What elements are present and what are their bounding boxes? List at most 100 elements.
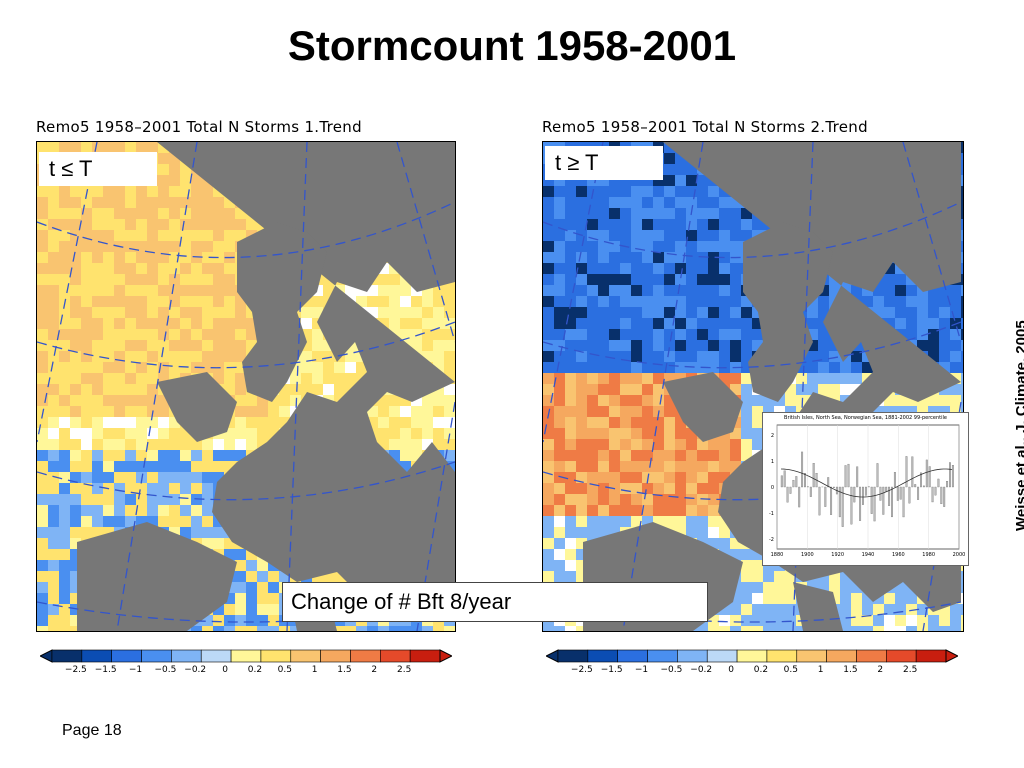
colorbar-segment (171, 649, 202, 663)
colorbar-segment (557, 649, 589, 663)
colorbar-tick-label: −1 (634, 665, 649, 675)
inset-bar (899, 486, 902, 500)
inset-y-tick: 1 (771, 459, 774, 465)
inset-plot: 1880 1900 1920 1940 1960 1980 2000 2 1 0 -1 -2 (769, 424, 965, 558)
inset-bar (928, 466, 931, 488)
inset-bar (917, 486, 920, 500)
inset-bar (838, 486, 841, 518)
inset-bar (873, 486, 876, 522)
colorbar-tick-label: −2.5 (570, 665, 593, 675)
inset-bar (911, 456, 914, 488)
colorbar-tick-label: 0.5 (277, 665, 292, 675)
colorbar-tick-label: −1.5 (94, 665, 117, 675)
colorbar-tick-label: 2.5 (902, 665, 918, 675)
colorbar-tick-label: −0.2 (690, 665, 713, 675)
colorbar-tick-label: −1 (128, 665, 143, 675)
inset-bar (827, 477, 830, 488)
colorbar-segment (886, 649, 917, 663)
inset-bar (893, 472, 896, 488)
inset-bar (809, 486, 812, 497)
inset-bar (914, 484, 917, 488)
map-left-label: t ≤ T (39, 152, 157, 186)
colorbar-tick-label: 0 (728, 665, 734, 675)
colorbar-segment (736, 649, 768, 663)
inset-bar (812, 463, 815, 488)
inset-title: British Isles, North Sea, Norwegian Sea,… (784, 415, 947, 421)
colorbar-tick-label: 2.5 (396, 665, 412, 675)
inset-bar (850, 486, 853, 525)
inset-bar (920, 472, 922, 488)
citation: Weisse et al., J. Climate, 2005 (1013, 320, 1024, 531)
inset-bar (853, 486, 856, 503)
colorbar-right-scale (546, 649, 958, 663)
colorbar-segment (81, 649, 112, 663)
colorbar-segment (350, 649, 381, 663)
inset-bar (951, 465, 954, 488)
inset-bar (847, 463, 850, 488)
inset-timeseries: British Isles, North Sea, Norwegian Sea,… (762, 412, 969, 566)
inset-bar (937, 478, 940, 488)
inset-x-tick: 1960 (892, 552, 905, 558)
inset-bar (888, 486, 891, 506)
inset-bar (934, 486, 937, 496)
colorbar-tick-label: 1 (311, 665, 318, 675)
colorbar-segment (141, 649, 172, 663)
colorbar-segment (587, 649, 618, 663)
inset-bar (862, 486, 864, 505)
inset-bar (804, 473, 806, 488)
inset-bar (783, 470, 786, 488)
colorbar-segment (111, 649, 142, 663)
inset-bar (789, 486, 792, 494)
inset-bar (841, 486, 844, 527)
colorbar-tick-label: 0 (222, 665, 228, 675)
inset-bar (818, 486, 821, 516)
map-left: t ≤ T (36, 141, 456, 632)
inset-bar (864, 486, 867, 496)
inset-bar (882, 486, 885, 515)
colorbar-tick-label: 1.5 (843, 665, 858, 675)
inset-bar (905, 456, 908, 488)
inset-bar (943, 486, 946, 507)
inset-x-tick: 1920 (831, 552, 844, 558)
colorbar-tick-label: 2 (877, 665, 884, 675)
inset-bar (844, 465, 847, 488)
inset-bar (870, 486, 873, 514)
inset-bar (833, 486, 835, 488)
inset-bar (792, 479, 795, 488)
inset-bar (798, 486, 801, 508)
colorbar-tick-label: −1.5 (600, 665, 623, 675)
inset-y-tick: -1 (769, 511, 774, 517)
inset-bar (830, 486, 833, 515)
inset-bar (949, 462, 951, 488)
colorbar-tick-label: 0.2 (247, 665, 263, 675)
map-right-label: t ≥ T (545, 146, 663, 180)
inset-bar (786, 486, 789, 503)
inset-bar (925, 459, 928, 488)
colorbar-segment (51, 649, 83, 663)
inset-bar (908, 486, 911, 504)
colorbar-segment (915, 649, 947, 663)
colorbar-arrow-right (945, 649, 958, 663)
colorbar-arrow-left (546, 649, 559, 663)
inset-bar (922, 485, 925, 488)
colorbar-tick-label: 0.5 (783, 665, 798, 675)
inset-y-tick: 0 (771, 485, 774, 491)
colorbar-right-ticks: −2.5 −1.5 −1 −0.5 −0.2 0 0.2 0.5 1 1.5 2 2.5 (546, 665, 958, 679)
colorbar-tick-label: 0.2 (753, 665, 769, 675)
colorbar-right: −2.5 −1.5 −1 −0.5 −0.2 0 0.2 0.5 1 1.5 2 2.5 (546, 649, 958, 683)
inset-bar (856, 466, 859, 488)
colorbar-tick-label: 1 (817, 665, 824, 675)
map-right-title: Remo5 1958–2001 Total N Storms 2.Trend (542, 118, 868, 136)
colorbar-segment (260, 649, 292, 663)
colorbar-left: −2.5 −1.5 −1 −0.5 −0.2 0 0.2 0.5 1 1.5 2 2.5 (40, 649, 452, 683)
inset-bar (780, 475, 783, 488)
inset-x-tick: 1940 (862, 552, 875, 558)
inset-trend-line (780, 468, 953, 498)
colorbar-tick-label: 1.5 (337, 665, 352, 675)
inset-bar (896, 486, 899, 501)
colorbar-segment (290, 649, 321, 663)
colorbar-segment (826, 649, 857, 663)
change-annotation: Change of # Bft 8/year (282, 582, 708, 622)
colorbar-left-scale (40, 649, 452, 663)
map-left-title: Remo5 1958–2001 Total N Storms 1.Trend (36, 118, 362, 136)
